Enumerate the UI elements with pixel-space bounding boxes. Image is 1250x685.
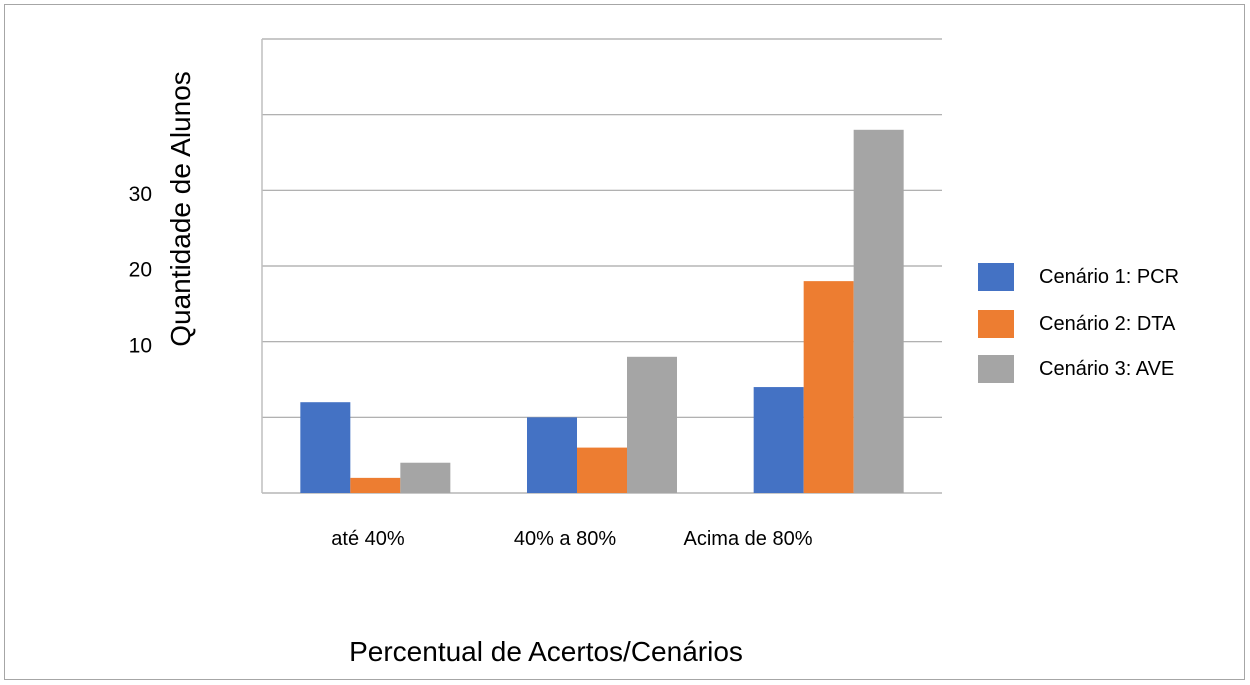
legend-swatch [978,310,1014,338]
y-tick-label: 30 [129,183,152,206]
bar-1-1 [300,402,351,493]
x-tick-label: Acima de 80% [684,528,813,550]
legend-label: Cenário 3: AVE [1039,358,1174,380]
y-axis-title: Quantidade de Alunos [165,71,196,347]
bars [300,129,904,494]
bar-1-3 [753,387,804,493]
bar-3-2 [627,356,677,493]
legend-swatch [978,355,1014,383]
bar-1-2 [527,417,577,493]
bar-3-1 [400,462,451,493]
x-axis-title: Percentual de Acertos/Cenários [349,636,743,667]
legend-label: Cenário 2: DTA [1039,313,1176,335]
y-tick-labels: 10 20 30 [129,183,152,357]
bar-2-1 [350,477,401,493]
bar-chart: 10 20 30 até 40% 40% a 80% Acima de 80% Quan… [129,38,1179,667]
bar-2-3 [803,281,854,493]
bar-3-3 [853,129,904,494]
chart-frame: 10 20 30 até 40% 40% a 80% Acima de 80% Quan… [4,4,1245,680]
y-tick-label: 10 [129,334,152,357]
bar-2-2 [577,447,627,493]
legend-swatch [978,263,1014,291]
legend-label: Cenário 1: PCR [1039,266,1179,288]
x-tick-labels: até 40% 40% a 80% Acima de 80% [331,528,812,550]
x-tick-label: 40% a 80% [514,528,617,550]
legend: Cenário 1: PCR Cenário 2: DTA Cenário 3: A… [978,263,1179,383]
y-tick-label: 20 [129,259,152,282]
x-tick-label: até 40% [331,528,405,550]
gridlines [262,38,942,494]
